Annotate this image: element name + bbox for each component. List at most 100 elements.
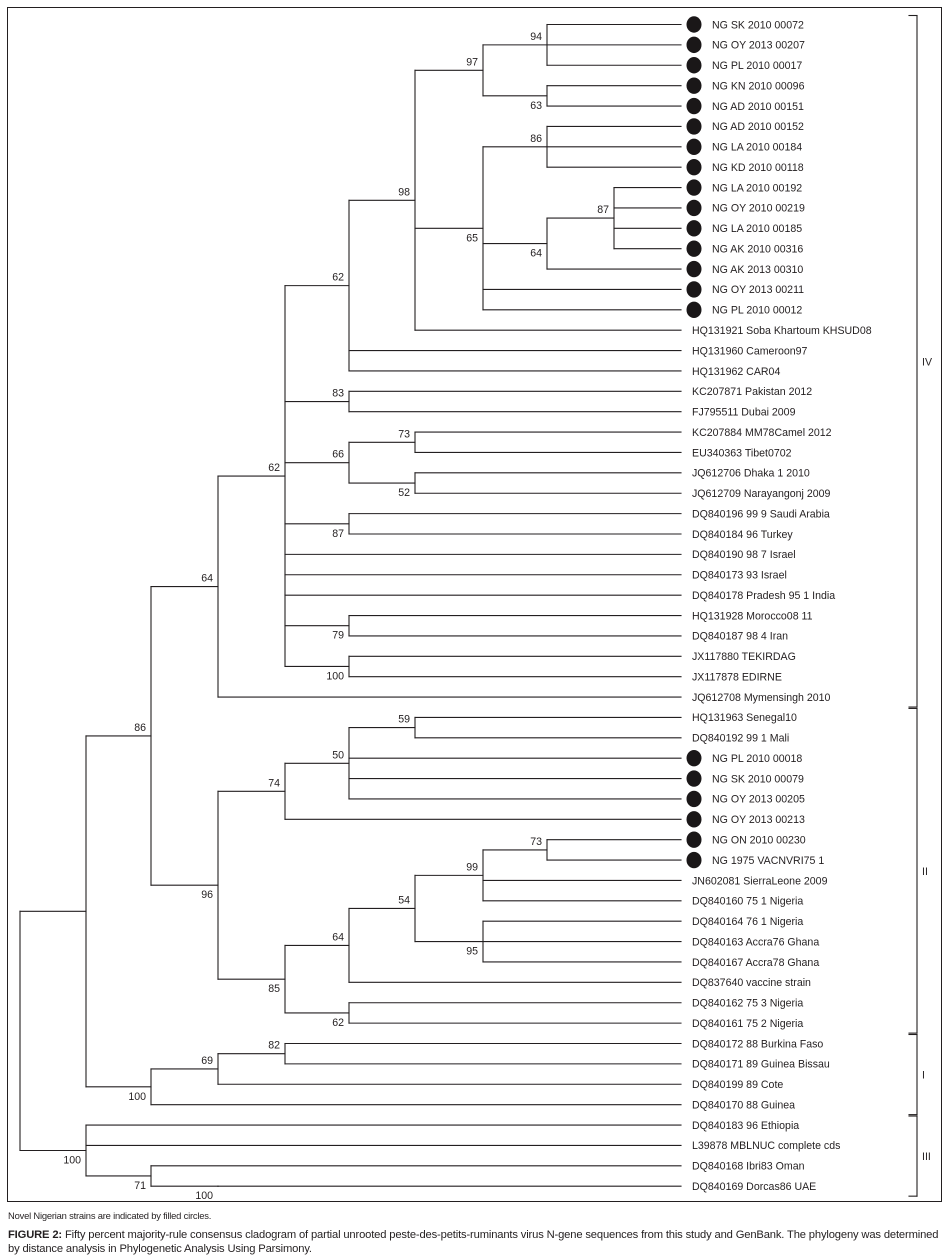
bootstrap-support-label: 83 (332, 388, 344, 400)
novel-strain-marker (686, 36, 702, 54)
bootstrap-support-label: 62 (268, 462, 280, 474)
taxon-label: JX117878 EDIRNE (692, 671, 782, 683)
taxon-label: DQ837640 vaccine strain (692, 977, 811, 989)
taxon-label: NG ON 2010 00230 (712, 835, 806, 847)
bootstrap-support-label: 69 (201, 1055, 213, 1067)
taxon-label: NG 1975 VACNVRI75 1 (712, 855, 824, 867)
taxon-label: NG KD 2010 00118 (712, 162, 804, 174)
novel-strain-marker (686, 158, 702, 176)
novel-strain-marker (686, 97, 702, 115)
taxon-label: NG OY 2010 00219 (712, 203, 805, 215)
novel-strain-marker (686, 179, 702, 196)
taxon-label: DQ840196 99 9 Saudi Arabia (692, 508, 830, 520)
bootstrap-support-label: 100 (326, 670, 344, 682)
taxon-label: NG AD 2010 00152 (712, 121, 804, 133)
lineage-label: I (922, 1070, 925, 1082)
bootstrap-support-label: 100 (195, 1190, 213, 1202)
taxon-label: NG PL 2010 00017 (712, 60, 802, 72)
taxon-label: NG OY 2013 00205 (712, 794, 805, 806)
novel-strain-marker (686, 118, 702, 135)
taxon-label: DQ840172 88 Burkina Faso (692, 1038, 823, 1050)
lineage-label: II (922, 866, 928, 878)
taxon-label: DQ840187 98 4 Iran (692, 631, 788, 643)
taxon-label: FJ795511 Dubai 2009 (692, 407, 796, 419)
bootstrap-support-label: 73 (530, 836, 542, 848)
taxon-label: L39878 MBLNUC complete cds (692, 1140, 840, 1152)
caption-text: Fifty percent majority-rule consensus cl… (8, 1229, 939, 1255)
bootstrap-support-label: 86 (530, 133, 542, 145)
lineage-label: III (922, 1151, 931, 1163)
taxon-label: NG PL 2010 00018 (712, 753, 802, 765)
bootstrap-support-label: 87 (332, 528, 344, 540)
taxon-label: DQ840167 Accra78 Ghana (692, 957, 819, 969)
taxon-label: DQ840163 Accra76 Ghana (692, 936, 819, 948)
taxon-label: JQ612706 Dhaka 1 2010 (692, 468, 810, 480)
bootstrap-support-label: 65 (466, 232, 478, 244)
bootstrap-support-label: 100 (128, 1091, 146, 1103)
taxon-label: HQ131928 Morocco08 11 (692, 610, 813, 622)
taxon-label: KC207871 Pakistan 2012 (692, 386, 812, 398)
taxon-label: DQ840169 Dorcas86 UAE (692, 1181, 816, 1193)
novel-strain-marker (686, 749, 702, 767)
novel-strain-marker (686, 770, 702, 787)
taxon-label: HQ131963 Senegal10 (692, 712, 797, 724)
bootstrap-support-label: 86 (134, 722, 146, 734)
taxon-label: NG LA 2010 00192 (712, 182, 802, 194)
bootstrap-support-label: 95 (466, 946, 478, 958)
taxon-label: DQ840199 89 Cote (692, 1079, 783, 1091)
bootstrap-support-label: 71 (134, 1180, 146, 1192)
novel-strain-marker (686, 260, 702, 278)
bootstrap-support-label: 98 (398, 186, 410, 198)
novel-strain-marker (686, 16, 702, 33)
bootstrap-support-label: 62 (332, 1017, 344, 1029)
taxon-label: DQ840173 93 Israel (692, 570, 787, 582)
novel-strain-marker (686, 77, 702, 94)
bootstrap-support-label: 64 (332, 931, 344, 943)
bootstrap-support-label: 64 (201, 573, 213, 585)
bootstrap-support-label: 100 (63, 1154, 81, 1166)
novel-strain-marker (686, 811, 702, 828)
figure-frame (7, 7, 942, 1202)
taxon-label: DQ840184 96 Turkey (692, 529, 793, 541)
novel-strain-marker (686, 851, 702, 869)
taxon-label: HQ131960 Cameroon97 (692, 345, 808, 357)
lineage-label: IV (922, 356, 933, 368)
novel-strain-marker (686, 301, 702, 319)
bootstrap-support-label: 64 (530, 248, 542, 260)
taxon-label: JN602081 SierraLeone 2009 (692, 875, 828, 887)
novel-strain-marker (686, 57, 702, 74)
taxon-label: NG AD 2010 00151 (712, 101, 804, 113)
bootstrap-support-label: 82 (268, 1040, 280, 1052)
taxon-label: HQ131921 Soba Khartoum KHSUD08 (692, 325, 872, 337)
bootstrap-support-label: 59 (398, 714, 410, 726)
taxon-label: DQ840168 Ibri83 Oman (692, 1161, 805, 1173)
novel-strain-marker (686, 831, 702, 848)
bootstrap-support-label: 85 (268, 983, 280, 995)
taxon-label: NG PL 2010 00012 (712, 305, 802, 317)
taxon-label: DQ840171 89 Guinea Bissau (692, 1059, 830, 1071)
taxon-label: JQ612708 Mymensingh 2010 (692, 692, 831, 704)
cladogram: 94 63 97 86 87 64 65 98 62 83 73 52 66 87 79 100 62 64 59 5… (19, 14, 933, 1202)
taxon-label: NG KN 2010 00096 (712, 80, 805, 92)
taxon-label: NG OY 2013 00213 (712, 814, 805, 826)
bootstrap-support-label: 54 (398, 894, 410, 906)
taxon-label: JX117880 TEKIRDAG (692, 651, 796, 663)
taxon-label: NG AK 2013 00310 (712, 264, 803, 276)
taxon-label: DQ840164 76 1 Nigeria (692, 916, 803, 928)
taxon-label: KC207884 MM78Camel 2012 (692, 427, 832, 439)
bootstrap-support-label: 50 (332, 749, 344, 761)
taxon-label: DQ840161 75 2 Nigeria (692, 1018, 803, 1030)
taxon-label: NG OY 2013 00207 (712, 40, 805, 52)
novel-strain-marker (686, 138, 702, 155)
taxon-label: DQ840192 99 1 Mali (692, 733, 789, 745)
novel-strain-marker (686, 199, 702, 217)
novel-strain-marker (686, 240, 702, 257)
taxon-label: HQ131962 CAR04 (692, 366, 780, 378)
taxon-label: DQ840183 96 Ethiopia (692, 1120, 799, 1132)
bootstrap-support-label: 97 (466, 56, 478, 68)
taxon-label: DQ840170 88 Guinea (692, 1099, 795, 1111)
bootstrap-support-label: 96 (201, 889, 213, 901)
bootstrap-support-label: 66 (332, 449, 344, 461)
novel-strain-marker (686, 790, 702, 808)
taxon-label: NG LA 2010 00184 (712, 142, 802, 154)
